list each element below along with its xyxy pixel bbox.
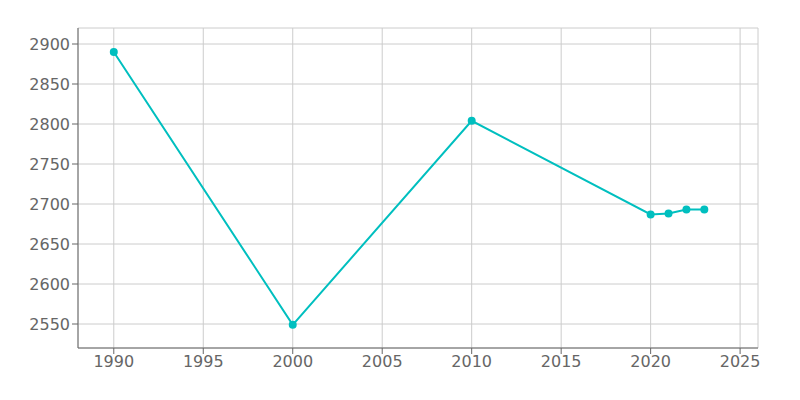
svg-text:2010: 2010 [451, 352, 492, 371]
svg-text:2550: 2550 [29, 315, 70, 334]
svg-text:2800: 2800 [29, 115, 70, 134]
svg-text:2025: 2025 [720, 352, 761, 371]
svg-text:2700: 2700 [29, 195, 70, 214]
svg-text:2015: 2015 [541, 352, 582, 371]
svg-text:2750: 2750 [29, 155, 70, 174]
svg-text:2650: 2650 [29, 235, 70, 254]
svg-text:2000: 2000 [272, 352, 313, 371]
svg-text:2005: 2005 [362, 352, 403, 371]
svg-text:2850: 2850 [29, 75, 70, 94]
svg-text:2600: 2600 [29, 275, 70, 294]
svg-text:2900: 2900 [29, 35, 70, 54]
svg-text:1990: 1990 [93, 352, 134, 371]
svg-text:2020: 2020 [630, 352, 671, 371]
svg-text:1995: 1995 [183, 352, 224, 371]
